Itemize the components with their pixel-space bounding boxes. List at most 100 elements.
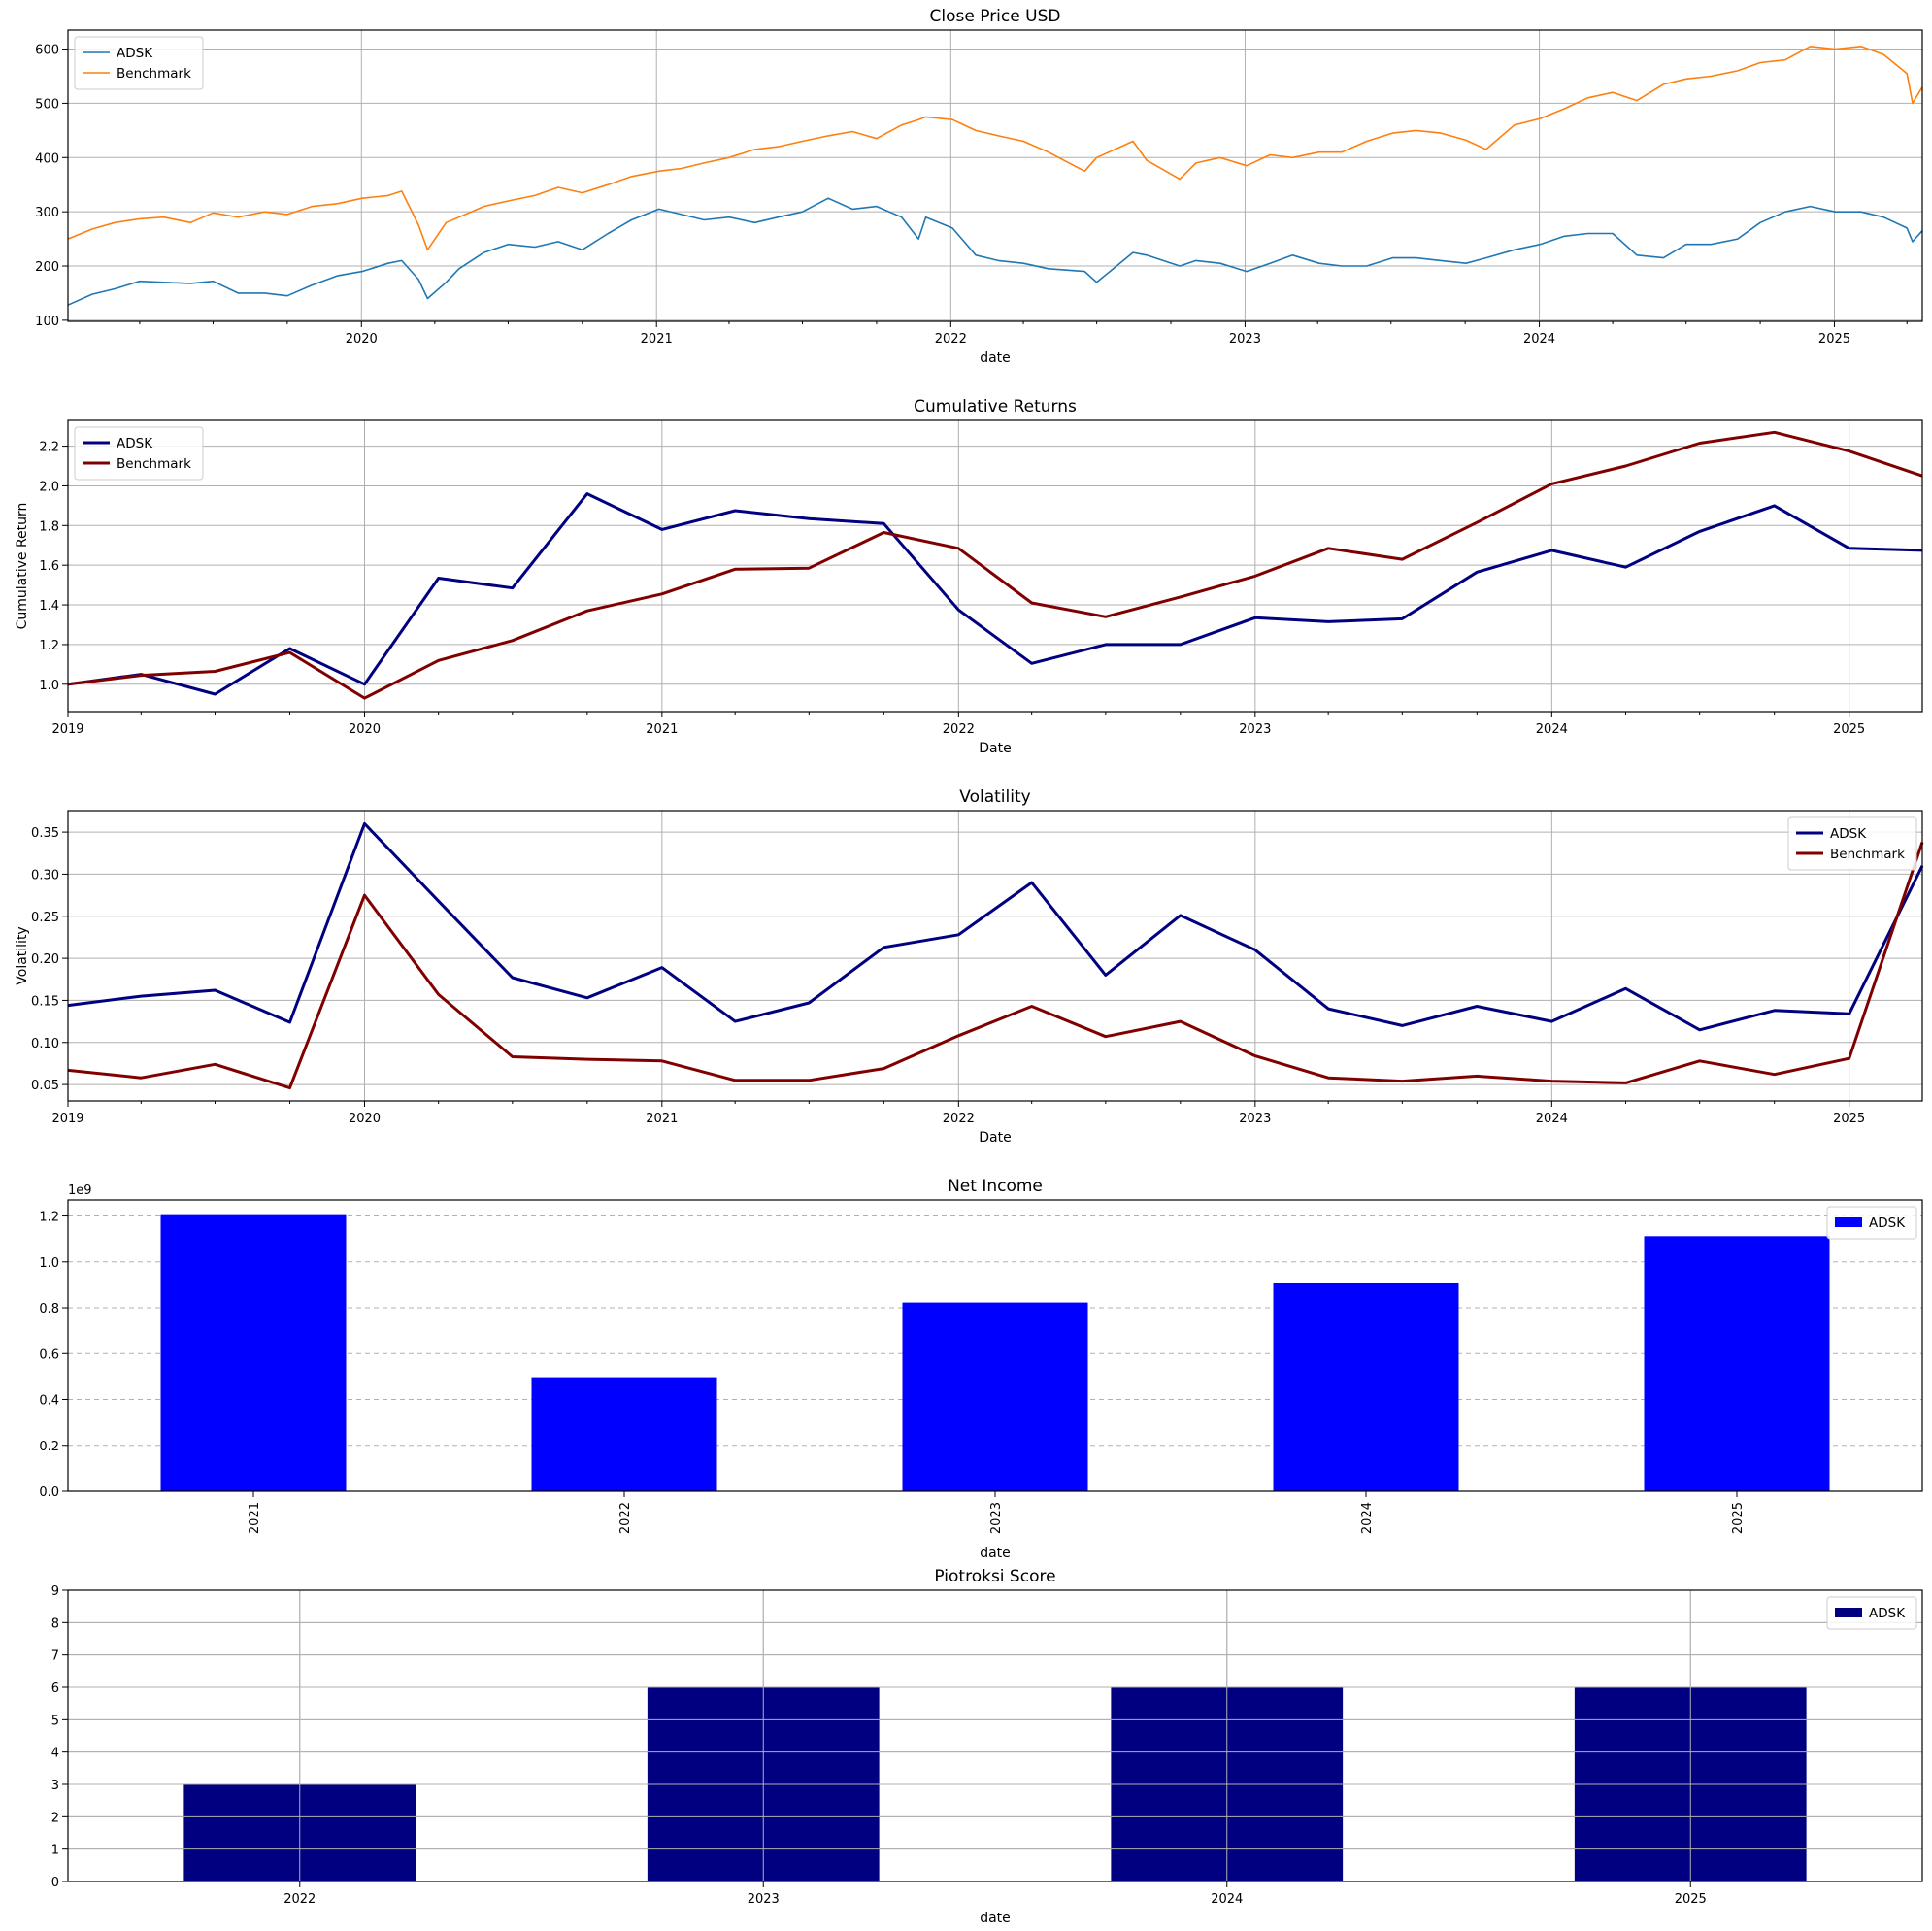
y-tick-label: 1.4 [39, 599, 59, 614]
series-line-adsk [67, 821, 1924, 1032]
y-offset-label: 1e9 [68, 1183, 92, 1198]
y-axis-label: Cumulative Return [15, 503, 30, 630]
axes-frame [67, 1199, 1923, 1492]
x-tick-label: 2025 [1675, 1892, 1707, 1907]
y-tick-label: 6 [51, 1681, 59, 1696]
x-tick-label: 2023 [1229, 332, 1261, 347]
legend-swatch-adsk [1835, 1217, 1862, 1227]
series-line-benchmark [67, 842, 1924, 1090]
y-tick-label: 9 [51, 1584, 59, 1599]
y-tick-label: 5 [51, 1714, 59, 1728]
y-tick-label: 3 [51, 1779, 59, 1793]
x-tick-label: 2021 [646, 722, 678, 737]
y-axis-label: Volatility [15, 926, 30, 984]
y-tick-label: 300 [35, 206, 59, 220]
legend-box [1826, 1596, 1917, 1630]
chart-close-price-usd: 2020 2021 2022 2023 2024 2025 100 200 300 400 500 6… [35, 7, 1923, 366]
x-tick-label: 2024 [1360, 1502, 1375, 1534]
y-tick-label: 2 [51, 1811, 59, 1825]
axes-frame [67, 29, 1923, 322]
y-tick-label: 2.0 [39, 480, 59, 494]
x-tick-label: 2025 [1731, 1502, 1746, 1534]
y-tick-label: 8 [51, 1616, 59, 1631]
y-tick-label: 100 [35, 315, 59, 329]
x-tick-label: 2022 [283, 1892, 316, 1907]
y-tick-label: 0.2 [39, 1440, 59, 1454]
y-tick-label: 400 [35, 151, 59, 166]
y-tick-label: 200 [35, 260, 59, 275]
axes-frame [67, 1589, 1923, 1882]
x-tick-label: 2022 [935, 332, 967, 347]
series-line-benchmark [67, 45, 1923, 251]
series-line-adsk [67, 492, 1923, 696]
x-tick-label: 2025 [1833, 1112, 1865, 1126]
bar-2021 [160, 1214, 347, 1491]
x-tick-label: 2022 [618, 1502, 633, 1534]
x-axis-label: date [980, 1546, 1011, 1561]
chart-title: Piotroksi Score [934, 1567, 1055, 1586]
x-tick-label: 2024 [1536, 722, 1568, 737]
legend-label-benchmark: Benchmark [1830, 847, 1905, 862]
x-tick-label: 2021 [248, 1502, 262, 1534]
y-tick-label: 1.2 [39, 1211, 59, 1225]
x-tick-label: 2020 [346, 332, 378, 347]
chart-title: Cumulative Returns [914, 397, 1077, 416]
chart-net-income: 0.0 0.2 0.4 0.6 0.8 1.0 1.2 2021 2022 2023 2024 202… [39, 1177, 1923, 1561]
x-tick-label: 2025 [1833, 722, 1865, 737]
y-tick-label: 0 [51, 1876, 59, 1890]
chart-title: Net Income [948, 1177, 1043, 1196]
x-tick-label: 2020 [349, 1112, 381, 1126]
legend-box [74, 36, 204, 90]
y-tick-label: 0.10 [31, 1037, 59, 1051]
y-tick-label: 500 [35, 97, 59, 112]
x-tick-label: 2023 [989, 1502, 1004, 1534]
y-tick-label: 1 [51, 1844, 59, 1858]
legend-label-adsk: ADSK [1869, 1606, 1906, 1621]
legend-label-adsk: ADSK [1830, 826, 1867, 842]
bar-2022 [531, 1377, 717, 1491]
y-tick-label: 0.20 [31, 952, 59, 967]
y-tick-label: 0.35 [31, 826, 59, 841]
y-tick-label: 0.05 [31, 1079, 59, 1093]
chart-cumulative-returns: 2019 2020 2021 2022 2023 2024 2025 1.0 1.2 1.4 1.6… [15, 397, 1923, 756]
y-tick-label: 1.6 [39, 559, 59, 574]
x-axis-label: Date [979, 1130, 1011, 1146]
legend-box [74, 426, 204, 481]
x-tick-label: 2024 [1211, 1892, 1243, 1907]
y-tick-label: 1.2 [39, 639, 59, 653]
x-tick-label: 2023 [1239, 1112, 1271, 1126]
x-tick-label: 2023 [1239, 722, 1271, 737]
y-tick-label: 0.8 [39, 1302, 59, 1316]
legend-box [1826, 1206, 1917, 1240]
y-tick-label: 0.25 [31, 911, 59, 925]
y-tick-label: 0.6 [39, 1348, 59, 1362]
x-tick-label: 2024 [1536, 1112, 1568, 1126]
legend-swatch-adsk [1835, 1608, 1862, 1617]
x-tick-label: 2022 [943, 722, 975, 737]
y-tick-label: 4 [51, 1747, 59, 1761]
bar-2025 [1644, 1236, 1830, 1491]
y-tick-label: 0.30 [31, 868, 59, 882]
x-axis-label: Date [979, 741, 1011, 756]
x-tick-label: 2020 [349, 722, 381, 737]
legend-label-benchmark: Benchmark [117, 66, 191, 82]
x-tick-label: 2025 [1818, 332, 1850, 347]
axes-frame [67, 419, 1923, 713]
legend-label-adsk: ADSK [117, 436, 153, 451]
chart-volatility: 2019 2020 2021 2022 2023 2024 2025 0.05 0.10 0.15… [15, 787, 1924, 1146]
x-tick-label: 2019 [51, 1112, 83, 1126]
legend-label-benchmark: Benchmark [117, 456, 191, 472]
bar-2024 [1273, 1282, 1459, 1491]
axes-frame [67, 810, 1923, 1102]
legend-label-adsk: ADSK [117, 46, 153, 61]
x-tick-label: 2021 [641, 332, 673, 347]
x-axis-label: date [980, 350, 1011, 366]
legend-box [1787, 816, 1917, 871]
y-tick-label: 1.8 [39, 519, 59, 534]
x-tick-label: 2021 [646, 1112, 678, 1126]
x-tick-label: 2019 [51, 722, 83, 737]
y-tick-label: 1.0 [39, 679, 59, 693]
chart-piotroksi-score: 0 1 2 3 4 5 6 7 8 9 2022 2023 2024 2025 Piotroksi Scor… [51, 1567, 1923, 1926]
legend-label-adsk: ADSK [1869, 1215, 1906, 1231]
